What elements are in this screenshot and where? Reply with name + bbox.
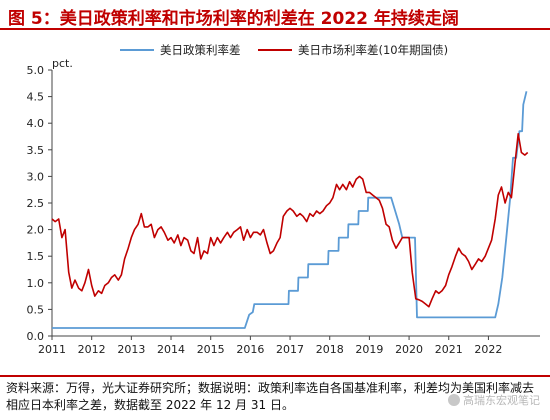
x-tick-label: 2020 xyxy=(395,343,423,356)
footer-source-text: 资料来源：万得，光大证券研究所；数据说明：政策利率选自各国基准利率，利差均为美国… xyxy=(6,381,535,412)
x-tick-label: 2017 xyxy=(276,343,304,356)
y-tick-label: 1.5 xyxy=(27,250,45,263)
x-tick-label: 2016 xyxy=(236,343,264,356)
y-tick-label: 0.0 xyxy=(27,330,45,343)
y-tick-label: 4.0 xyxy=(27,117,45,130)
x-tick-label: 2012 xyxy=(78,343,106,356)
watermark-text: 高瑞东宏观笔记 xyxy=(463,394,540,407)
x-tick-label: 2015 xyxy=(197,343,225,356)
legend-item: 美日市场利率差(10年期国债) xyxy=(258,43,448,57)
watermark: 高瑞东宏观笔记 xyxy=(448,392,540,408)
y-axis-label: pct. xyxy=(52,57,73,70)
title-bar: 图 5：美日政策利率和市场利率的利差在 2022 年持续走阔 xyxy=(0,0,550,30)
page-title: 图 5：美日政策利率和市场利率的利差在 2022 年持续走阔 xyxy=(8,9,459,29)
y-tick-label: 3.5 xyxy=(27,144,45,157)
legend-item: 美日政策利率差 xyxy=(120,43,241,57)
y-tick-label: 5.0 xyxy=(27,64,45,77)
y-tick-label: 0.5 xyxy=(27,303,45,316)
line-chart: 0.0 0.5 1.0 1.5 2.0 2.5 3.0 3.5 4.0 4.5 5.0 2011 201… xyxy=(27,43,540,356)
x-tick-label: 2022 xyxy=(474,343,502,356)
legend-label: 美日政策利率差 xyxy=(160,43,241,57)
y-tick-label: 2.5 xyxy=(27,197,45,210)
x-tick-label: 2011 xyxy=(38,343,66,356)
y-tick-label: 1.0 xyxy=(27,277,45,290)
x-tick-label: 2014 xyxy=(157,343,185,356)
legend-label: 美日市场利率差(10年期国债) xyxy=(298,43,448,57)
footer-note: 资料来源：万得，光大证券研究所；数据说明：政策利率选自各国基准利率，利差均为美国… xyxy=(0,375,550,414)
wechat-icon xyxy=(448,394,460,406)
x-tick-label: 2013 xyxy=(117,343,145,356)
y-tick-label: 4.5 xyxy=(27,91,45,104)
series-line-market-spread xyxy=(51,133,529,308)
y-tick-label: 3.0 xyxy=(27,170,45,183)
y-tick-label: 2.0 xyxy=(27,224,45,237)
x-tick-label: 2021 xyxy=(435,343,463,356)
x-tick-label: 2018 xyxy=(316,343,344,356)
x-tick-label: 2019 xyxy=(355,343,383,356)
series-line-policy-spread xyxy=(52,91,528,329)
